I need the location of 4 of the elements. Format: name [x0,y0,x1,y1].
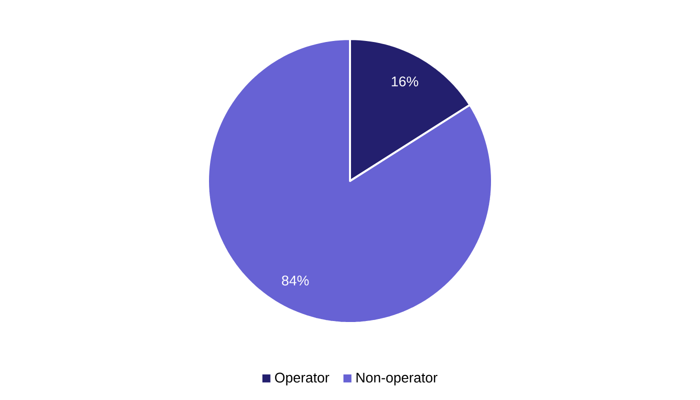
legend-label: Operator [275,372,330,386]
legend-label: Non-operator [356,372,438,386]
data-label: 16% [392,76,418,86]
data-label: 84% [282,276,309,286]
